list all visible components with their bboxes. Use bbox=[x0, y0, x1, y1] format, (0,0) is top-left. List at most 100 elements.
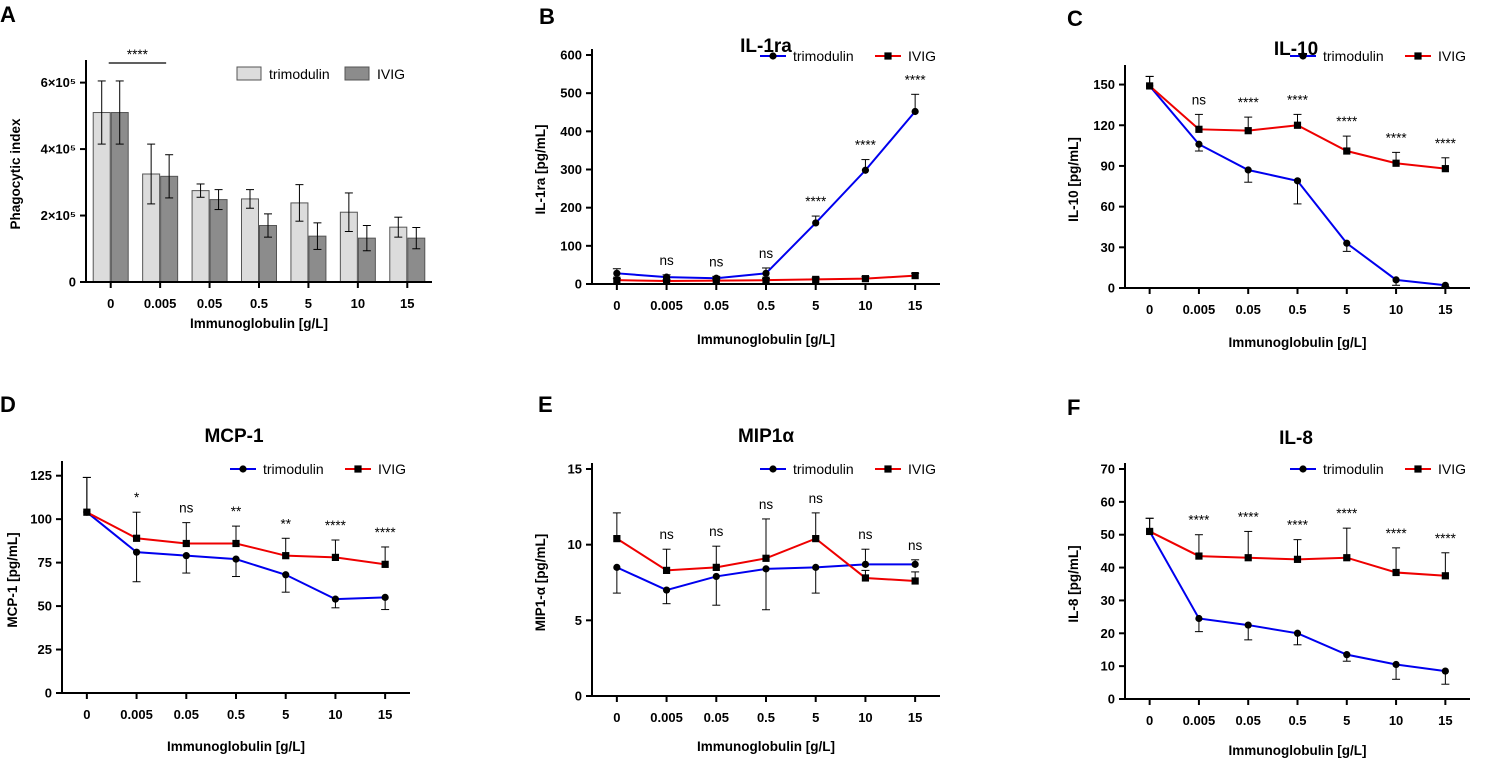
x-tick-label: 0.005 bbox=[650, 710, 683, 725]
data-point bbox=[613, 269, 621, 277]
data-point bbox=[1392, 159, 1400, 167]
data-point bbox=[232, 539, 240, 548]
x-tick-label: 10 bbox=[858, 710, 872, 725]
legend-swatch bbox=[344, 66, 370, 81]
y-tick-label: 2×10⁵ bbox=[41, 208, 76, 223]
y-axis-label: MCP-1 [pg/mL] bbox=[5, 532, 20, 627]
legend-label: IVIG bbox=[908, 461, 936, 477]
significance-label: ns bbox=[759, 497, 774, 512]
y-tick-label: 60 bbox=[1101, 494, 1115, 509]
legend-swatch bbox=[236, 66, 262, 81]
panel-c: C IL-10 Immunoglobulin [g/L] IL-10 [pg/mL] 0… bbox=[1066, 6, 1470, 350]
x-axis-label: Immunoglobulin [g/L] bbox=[1229, 743, 1367, 758]
significance-label: ns bbox=[908, 538, 923, 553]
significance-label: **** bbox=[1435, 136, 1457, 151]
significance-label: **** bbox=[805, 194, 827, 209]
significance-label: **** bbox=[905, 72, 927, 87]
legend-marker bbox=[239, 465, 247, 473]
x-tick-label: 0 bbox=[107, 296, 114, 311]
significance-label: * bbox=[134, 490, 140, 505]
x-tick-label: 0.005 bbox=[1183, 713, 1216, 728]
data-point bbox=[662, 586, 671, 594]
data-point bbox=[1343, 147, 1351, 155]
x-tick-label: 5 bbox=[282, 707, 289, 722]
y-tick-label: 4×10⁵ bbox=[41, 142, 76, 157]
significance-label: **** bbox=[127, 47, 149, 62]
data-point bbox=[812, 563, 820, 571]
data-point bbox=[812, 219, 820, 227]
legend-marker bbox=[769, 52, 777, 60]
y-tick-label: 0 bbox=[69, 275, 76, 290]
data-point bbox=[1244, 166, 1252, 174]
y-tick-label: 300 bbox=[560, 162, 582, 177]
y-tick-label: 0 bbox=[575, 277, 582, 292]
significance-label: ns bbox=[709, 254, 724, 269]
x-tick-label: 0.05 bbox=[704, 298, 729, 313]
x-tick-label: 10 bbox=[1389, 302, 1403, 317]
legend-label: IVIG bbox=[908, 48, 936, 64]
chart-title: IL-8 bbox=[1279, 428, 1313, 449]
significance-label: ns bbox=[809, 491, 824, 506]
data-point bbox=[1441, 572, 1449, 580]
significance-label: **** bbox=[1386, 526, 1408, 541]
data-point bbox=[762, 276, 770, 284]
bar bbox=[209, 199, 228, 283]
y-tick-label: 75 bbox=[38, 555, 52, 570]
y-tick-label: 50 bbox=[1101, 527, 1115, 542]
x-tick-label: 5 bbox=[305, 296, 312, 311]
y-tick-label: 50 bbox=[38, 599, 52, 614]
x-tick-label: 0.005 bbox=[650, 298, 683, 313]
data-point bbox=[381, 560, 389, 568]
x-tick-label: 10 bbox=[858, 298, 872, 313]
legend-marker bbox=[1414, 52, 1422, 60]
data-point bbox=[1343, 554, 1351, 562]
panel-b: B IL-1ra Immunoglobulin [g/L] IL-1ra [pg/mL… bbox=[533, 4, 940, 347]
x-tick-label: 0.005 bbox=[120, 707, 153, 722]
x-tick-label: 5 bbox=[812, 298, 819, 313]
data-point bbox=[861, 275, 870, 283]
data-point bbox=[1293, 121, 1302, 129]
data-point bbox=[1441, 165, 1449, 173]
data-point bbox=[1293, 177, 1302, 185]
x-axis-label: Immunoglobulin [g/L] bbox=[1229, 335, 1367, 350]
y-tick-label: 100 bbox=[30, 512, 52, 527]
x-tick-label: 0 bbox=[83, 707, 90, 722]
x-tick-label: 0.5 bbox=[227, 707, 245, 722]
x-tick-label: 0 bbox=[1146, 713, 1153, 728]
data-point bbox=[232, 555, 240, 563]
y-tick-label: 90 bbox=[1101, 158, 1115, 173]
bar bbox=[191, 190, 210, 283]
y-axis-label: IL-1ra [pg/mL] bbox=[533, 125, 548, 215]
x-axis-label: Immunoglobulin [g/L] bbox=[167, 739, 305, 754]
panel-letter: A bbox=[0, 2, 16, 27]
chart-title: MCP-1 bbox=[204, 426, 264, 447]
y-tick-label: 20 bbox=[1101, 626, 1115, 641]
data-point bbox=[282, 552, 290, 560]
significance-label: **** bbox=[1435, 531, 1457, 546]
y-axis-label: Phagocytic index bbox=[8, 118, 23, 230]
panel-letter: D bbox=[0, 392, 16, 417]
panel-letter: C bbox=[1067, 6, 1083, 31]
panel-f: F IL-8 Immunoglobulin [g/L] IL-8 [pg/mL] 0 10… bbox=[1066, 395, 1470, 758]
data-point bbox=[1195, 140, 1203, 148]
y-tick-label: 15 bbox=[568, 462, 582, 477]
data-point bbox=[812, 275, 820, 284]
x-tick-label: 15 bbox=[908, 710, 922, 725]
x-tick-label: 0.5 bbox=[1288, 302, 1306, 317]
legend-label: IVIG bbox=[1438, 48, 1466, 64]
significance-label: ** bbox=[231, 504, 242, 519]
x-tick-label: 5 bbox=[812, 710, 819, 725]
x-tick-label: 0.5 bbox=[757, 710, 775, 725]
data-point bbox=[1293, 555, 1302, 563]
y-tick-label: 0 bbox=[45, 686, 52, 701]
data-point bbox=[712, 563, 720, 571]
y-tick-label: 40 bbox=[1101, 560, 1115, 575]
data-point bbox=[1441, 667, 1449, 675]
significance-label: **** bbox=[1238, 509, 1260, 524]
x-tick-label: 15 bbox=[1438, 713, 1452, 728]
x-tick-label: 10 bbox=[351, 296, 365, 311]
data-point bbox=[662, 277, 671, 285]
panel-a: A Immunoglobulin [g/L] Phagocytic index 0 2×… bbox=[0, 2, 432, 331]
y-tick-label: 500 bbox=[560, 86, 582, 101]
